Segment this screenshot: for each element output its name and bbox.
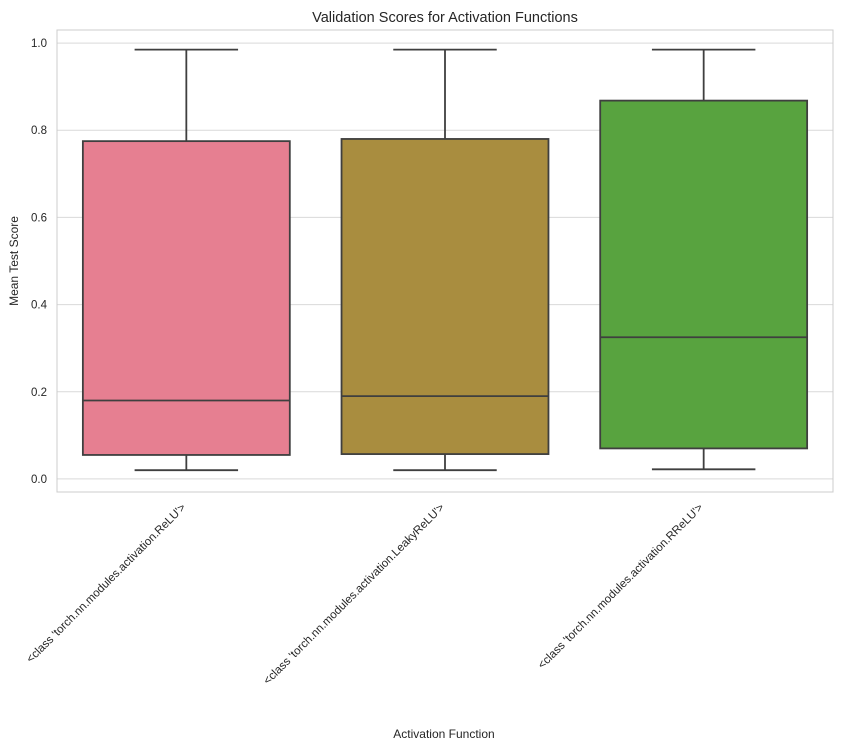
y-tick-label: 0.2 bbox=[31, 387, 47, 399]
y-tick-label: 1.0 bbox=[31, 38, 47, 50]
x-axis-label: Activation Function bbox=[393, 727, 494, 741]
box-group bbox=[81, 48, 291, 472]
chart-title: Validation Scores for Activation Functio… bbox=[312, 10, 578, 26]
y-axis-label: Mean Test Score bbox=[7, 216, 21, 306]
x-tick-label: <class 'torch.nn.modules.activation.ReLU… bbox=[25, 501, 189, 665]
y-tick-label: 0.6 bbox=[31, 212, 47, 224]
y-axis-ticks: 0.0 0.2 0.4 0.6 0.8 1.0 bbox=[31, 38, 48, 486]
y-tick-label: 0.4 bbox=[31, 300, 48, 312]
box-group bbox=[599, 48, 809, 471]
box-iqr bbox=[81, 140, 291, 456]
y-tick-label: 0.8 bbox=[31, 125, 47, 137]
box-iqr bbox=[599, 99, 809, 450]
x-axis-ticks: <class 'torch.nn.modules.activation.ReLU… bbox=[25, 501, 706, 687]
box-iqr bbox=[340, 138, 550, 455]
box-group bbox=[340, 48, 550, 472]
x-tick-label: <class 'torch.nn.modules.activation.Leak… bbox=[262, 501, 448, 687]
boxes bbox=[81, 48, 809, 472]
x-tick-label: <class 'torch.nn.modules.activation.RReL… bbox=[536, 501, 706, 671]
y-tick-label: 0.0 bbox=[31, 474, 47, 486]
plot-frame bbox=[56, 29, 834, 493]
